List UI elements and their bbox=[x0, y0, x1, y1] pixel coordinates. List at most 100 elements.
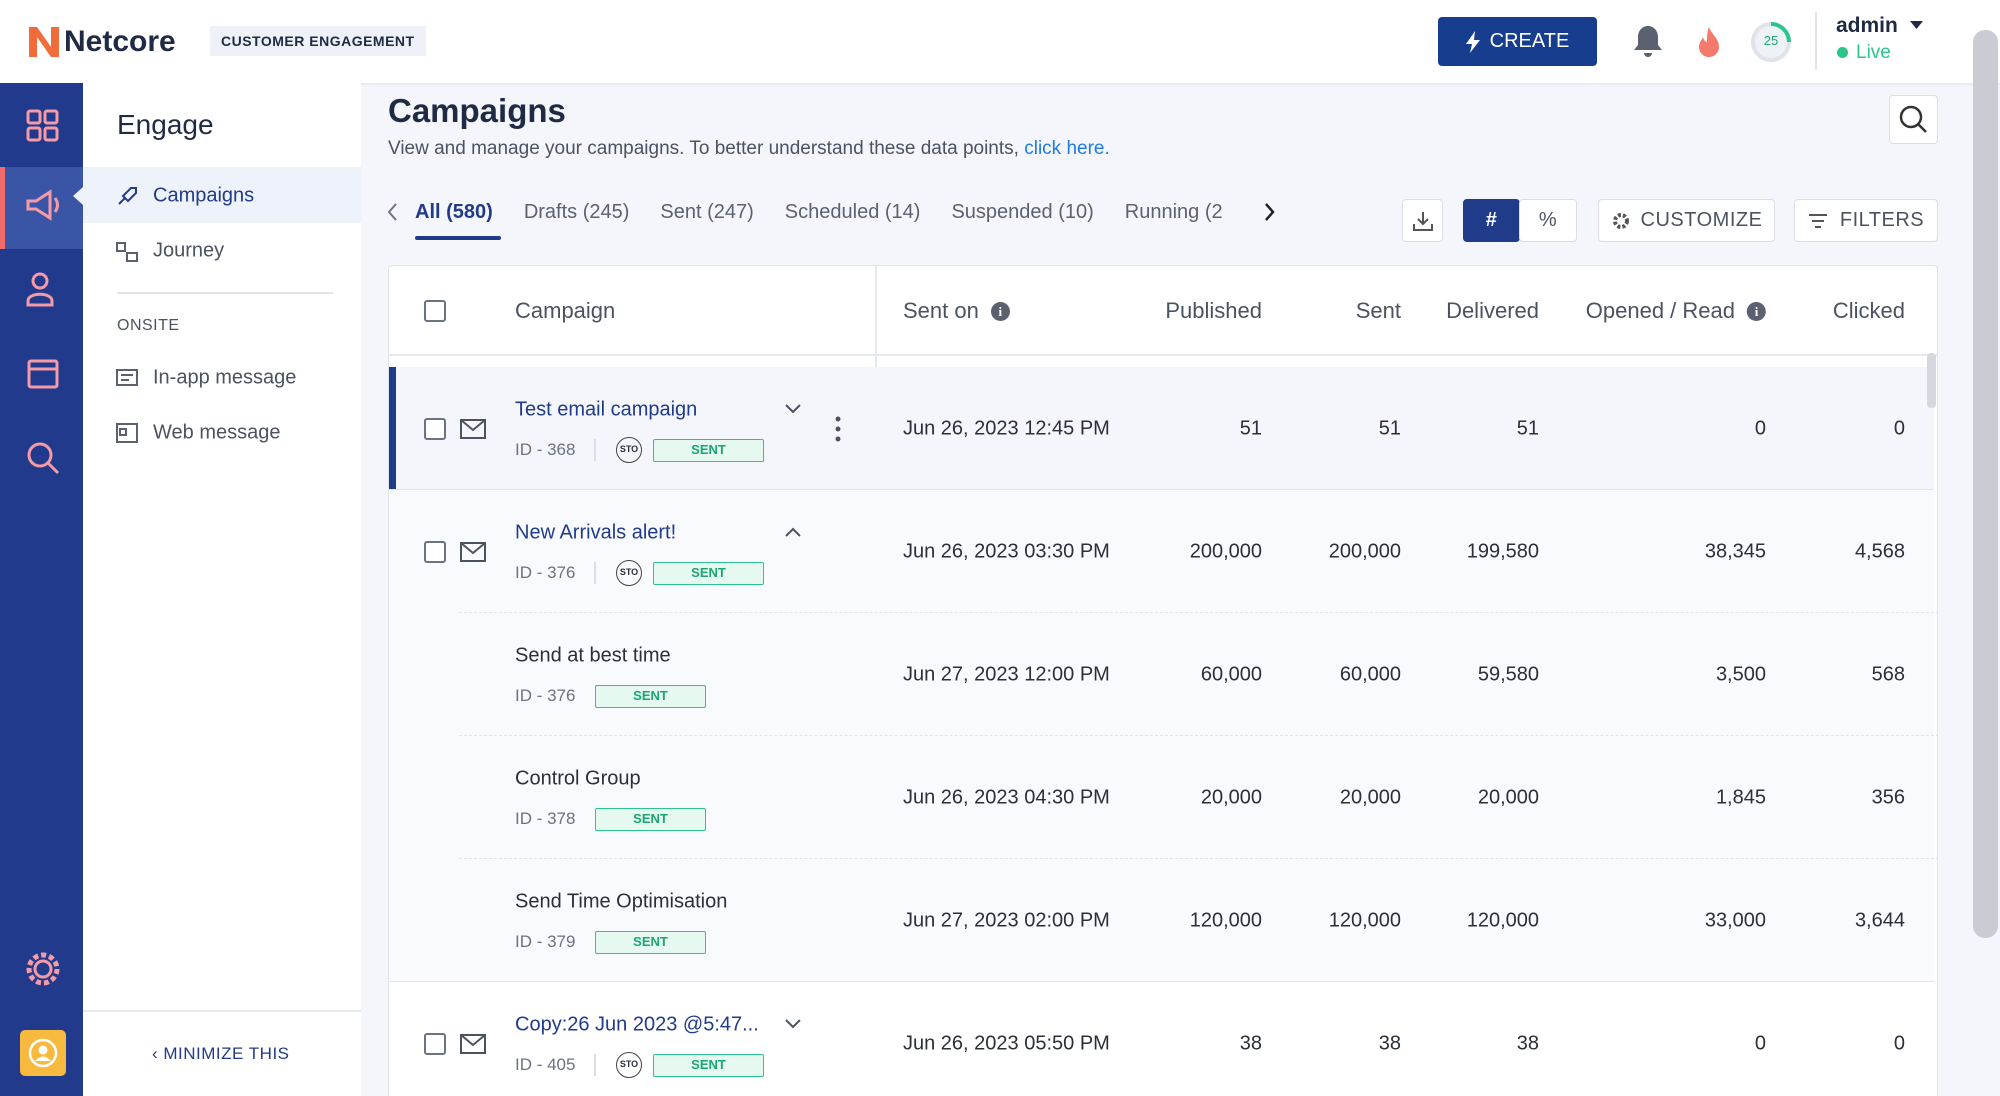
avatar[interactable] bbox=[20, 1030, 66, 1076]
column-label: Published bbox=[1165, 298, 1262, 323]
download-button[interactable] bbox=[1402, 199, 1443, 242]
tab[interactable]: Drafts (245) bbox=[523, 201, 630, 223]
column-header: Campaign bbox=[515, 298, 615, 324]
info-icon: i bbox=[1747, 301, 1766, 321]
campaign-id: ID - 378 bbox=[515, 808, 576, 828]
selected-bar bbox=[389, 367, 396, 490]
metric-sent: 20,000 bbox=[1339, 786, 1401, 808]
sidebar-divider bbox=[83, 1010, 361, 1012]
active-pointer bbox=[73, 187, 83, 205]
nav-item[interactable]: In-app message bbox=[153, 366, 297, 389]
mail-icon-svg bbox=[460, 541, 486, 562]
metric-sent: 60,000 bbox=[1339, 663, 1401, 685]
tab[interactable]: Scheduled (14) bbox=[784, 201, 921, 223]
status-badge: SENT bbox=[595, 684, 706, 708]
row-divider bbox=[459, 858, 1937, 860]
campaign-name[interactable]: Test email campaign bbox=[515, 398, 698, 420]
metric-clicked: 0 bbox=[1893, 417, 1905, 439]
tab[interactable]: All (580) bbox=[415, 201, 493, 223]
sto-icon: STO bbox=[616, 559, 642, 586]
row-checkbox[interactable] bbox=[424, 540, 446, 563]
search-button[interactable] bbox=[1889, 95, 1938, 144]
customize-button[interactable]: CUSTOMIZE bbox=[1598, 199, 1775, 242]
sidebar-section: ONSITE bbox=[117, 317, 180, 334]
minimize-label: MINIMIZE THIS bbox=[163, 1044, 290, 1063]
row-checkbox[interactable] bbox=[424, 1032, 446, 1055]
expand-toggle[interactable] bbox=[783, 402, 803, 416]
sent-on: Jun 26, 2023 05:50 PM bbox=[903, 1032, 1110, 1054]
mail-icon bbox=[459, 540, 487, 564]
metric-sent: 38 bbox=[1378, 1032, 1401, 1054]
row-checkbox[interactable] bbox=[424, 417, 446, 440]
row-divider bbox=[459, 612, 1937, 614]
metric-published: 60,000 bbox=[1200, 663, 1262, 685]
create-label: CREATE bbox=[1489, 30, 1570, 52]
minimize-button[interactable]: ‹ MINIMIZE THIS bbox=[152, 1044, 290, 1063]
campaign-table: Campaign Sent on i Published Sent Delivered Op… bbox=[388, 265, 1938, 1096]
expand-toggle-svg bbox=[785, 527, 801, 537]
metric-delivered: 20,000 bbox=[1477, 786, 1539, 808]
user-name[interactable]: admin bbox=[1836, 14, 1898, 37]
sidebar-active bbox=[83, 167, 361, 223]
expand-toggle[interactable] bbox=[783, 1017, 803, 1031]
help-link[interactable]: click here. bbox=[1024, 138, 1110, 159]
tab-next[interactable] bbox=[1263, 201, 1277, 223]
count-toggle[interactable]: # bbox=[1463, 199, 1520, 242]
tab[interactable]: Suspended (10) bbox=[951, 201, 1094, 223]
select-all[interactable] bbox=[424, 300, 446, 322]
column-header: Sent bbox=[1356, 298, 1401, 324]
metric-delivered: 59,580 bbox=[1477, 663, 1539, 685]
download-icon bbox=[1412, 211, 1433, 231]
user-caret[interactable] bbox=[1910, 20, 1924, 30]
nav-item[interactable]: Campaigns bbox=[153, 184, 255, 207]
gear-icon bbox=[1612, 212, 1629, 229]
sidebar-divider bbox=[117, 292, 333, 294]
campaign-name[interactable]: Control Group bbox=[515, 767, 641, 789]
row-divider bbox=[389, 489, 1934, 491]
page-scrollbar[interactable] bbox=[1973, 30, 1998, 938]
column-label: Opened / Read bbox=[1585, 298, 1735, 323]
live-status: Live bbox=[1856, 42, 1891, 63]
nav-item[interactable]: Web message bbox=[153, 421, 281, 444]
bell-icon[interactable] bbox=[1632, 24, 1664, 58]
campaign-name[interactable]: Copy:26 Jun 2023 @5:47... bbox=[515, 1013, 759, 1035]
metric-clicked: 568 bbox=[1871, 663, 1905, 685]
campaign-id: ID - 368 bbox=[515, 439, 576, 459]
mail-icon-svg bbox=[460, 418, 486, 439]
status-badge: SENT bbox=[653, 1053, 764, 1077]
header-divider bbox=[389, 354, 1937, 356]
mail-icon bbox=[459, 417, 487, 441]
id-divider bbox=[594, 561, 596, 584]
campaign-id: ID - 376 bbox=[515, 685, 576, 705]
row-menu[interactable] bbox=[833, 415, 843, 443]
column-label: Clicked bbox=[1832, 298, 1905, 323]
table-scrollbar[interactable] bbox=[1927, 353, 1936, 408]
product-tag: CUSTOMER ENGAGEMENT bbox=[210, 26, 426, 56]
expand-toggle[interactable] bbox=[783, 525, 803, 539]
metric-clicked: 3,644 bbox=[1854, 909, 1905, 931]
sent-on: Jun 26, 2023 03:30 PM bbox=[903, 540, 1110, 562]
filters-label: FILTERS bbox=[1839, 209, 1925, 231]
score: 25 bbox=[1763, 33, 1779, 48]
create-button[interactable]: CREATE bbox=[1438, 17, 1597, 66]
campaign-name[interactable]: Send Time Optimisation bbox=[515, 890, 728, 912]
metric-clicked: 4,568 bbox=[1854, 540, 1905, 562]
campaign-name[interactable]: Send at best time bbox=[515, 644, 671, 666]
row bbox=[389, 859, 1934, 982]
nav-item[interactable]: Journey bbox=[153, 239, 225, 262]
tab-prev[interactable] bbox=[385, 201, 399, 223]
percent-toggle[interactable]: % bbox=[1519, 199, 1577, 242]
metric-opened: 33,000 bbox=[1704, 909, 1766, 931]
sent-on: Jun 27, 2023 12:00 PM bbox=[903, 663, 1110, 685]
tab[interactable]: Sent (247) bbox=[660, 201, 754, 223]
column-label: Sent on bbox=[903, 298, 979, 323]
metric-opened: 38,345 bbox=[1704, 540, 1766, 562]
tab[interactable]: Running (2 bbox=[1124, 201, 1223, 223]
streak-icon bbox=[1699, 27, 1719, 57]
metric-opened: 0 bbox=[1754, 417, 1766, 439]
campaign-name[interactable]: New Arrivals alert! bbox=[515, 521, 677, 543]
metric-delivered: 199,580 bbox=[1466, 540, 1539, 562]
mail-icon-svg bbox=[460, 1033, 486, 1054]
filters-button[interactable]: FILTERS bbox=[1794, 199, 1938, 242]
